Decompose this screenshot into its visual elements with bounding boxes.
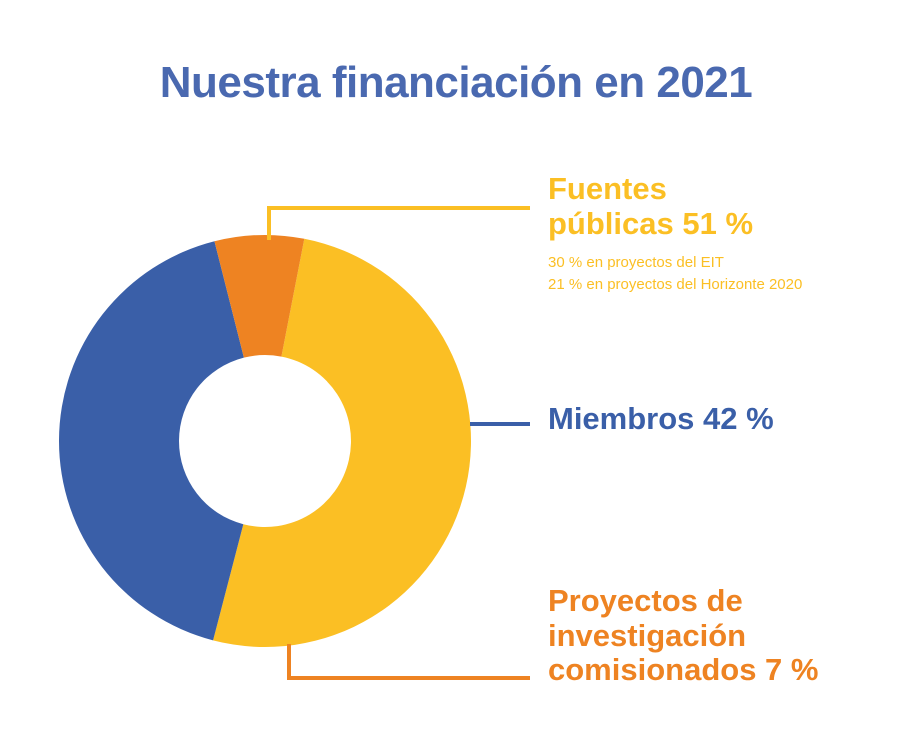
leader-fuentes-publicas bbox=[267, 206, 530, 240]
slice-fuentes-publicas bbox=[213, 238, 471, 647]
label-proyectos: Proyectos de investigación comisionados … bbox=[548, 583, 878, 688]
detail-horizonte: 21 % en proyectos del Horizonte 2020 bbox=[548, 275, 803, 293]
label-proyectos-line-2: investigación bbox=[548, 617, 747, 653]
label-miembros-line-1: Miembros 42 % bbox=[548, 401, 774, 436]
label-proyectos-line-1: Proyectos de bbox=[548, 583, 743, 618]
label-fuentes-details: 30 % en proyectos del EIT 21 % en proyec… bbox=[548, 252, 802, 296]
leader-proyectos bbox=[287, 644, 530, 680]
label-fuentes-line-1: Fuentes bbox=[548, 171, 667, 206]
detail-eit: 30 % en proyectos del EIT bbox=[548, 254, 724, 271]
label-fuentes-publicas: Fuentes públicas 51 % bbox=[548, 171, 888, 241]
chart-title: Nuestra financiación en 2021 bbox=[159, 58, 753, 107]
slice-miembros bbox=[58, 241, 244, 641]
label-miembros: Miembros 42 % bbox=[548, 401, 774, 437]
label-proyectos-line-3: comisionados 7 % bbox=[548, 652, 819, 688]
slice-proyectos bbox=[214, 234, 305, 358]
label-fuentes-line-2: públicas 51 % bbox=[548, 205, 754, 241]
